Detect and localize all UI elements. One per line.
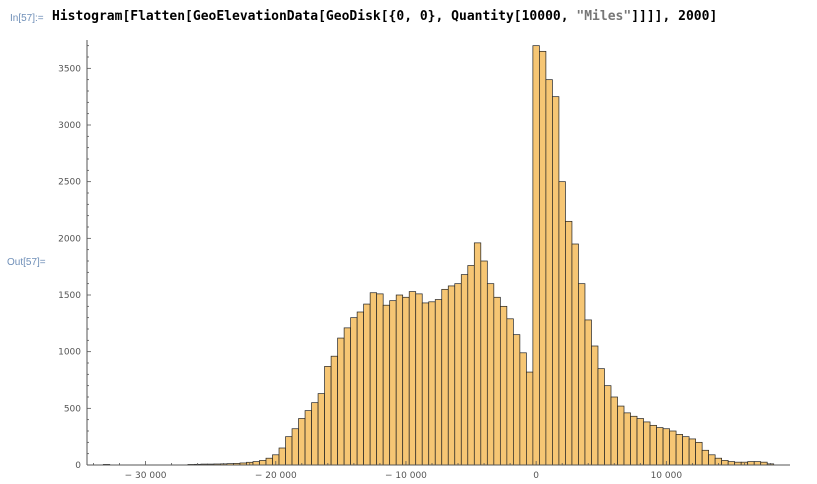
input-cell-code[interactable]: Histogram[Flatten[GeoElevationData[GeoDi… <box>52 9 717 24</box>
histogram-bar <box>513 334 521 466</box>
histogram-bar <box>649 424 657 466</box>
histogram-bar <box>447 285 456 466</box>
histogram-bar <box>311 402 319 466</box>
histogram-bar <box>721 460 729 466</box>
histogram-bar <box>519 352 527 466</box>
histogram-bar <box>558 181 566 466</box>
histogram-bar <box>643 421 651 466</box>
histogram-bar <box>304 410 312 466</box>
histogram-bar <box>753 461 762 466</box>
histogram-bar <box>499 305 508 466</box>
histogram-bar <box>584 319 592 466</box>
histogram-bar <box>402 296 410 466</box>
histogram-bar <box>285 436 293 466</box>
y-tick-label: 3000 <box>58 121 81 131</box>
histogram-bars <box>102 45 775 466</box>
histogram-bar <box>526 371 534 466</box>
histogram-bar <box>473 242 482 466</box>
histogram-bar <box>252 461 260 466</box>
histogram-bar <box>727 461 736 466</box>
histogram-bar <box>350 317 358 466</box>
y-tick-label: 1500 <box>58 291 81 301</box>
histogram-bar <box>695 441 703 466</box>
histogram-bar <box>669 430 677 466</box>
input-code-text-end: ]]]], 2000] <box>631 9 718 24</box>
input-cell-label: In[57]:= <box>10 13 44 24</box>
histogram-bar <box>552 96 560 466</box>
histogram-bar <box>356 311 364 466</box>
histogram-bar <box>656 427 664 466</box>
histogram-bar <box>597 368 605 466</box>
y-tick-label: 2500 <box>58 178 81 188</box>
histogram-bar <box>708 454 716 466</box>
histogram-bar <box>408 291 417 466</box>
histogram-bar <box>337 337 345 466</box>
histogram-bar <box>434 299 443 466</box>
y-tick-label: 2000 <box>58 234 81 244</box>
histogram-bar <box>578 283 586 466</box>
histogram-bar <box>747 461 755 466</box>
x-tick-label: 0 <box>533 471 539 481</box>
histogram-bar <box>382 304 391 466</box>
x-tick-label: − 10 000 <box>385 471 427 481</box>
histogram-bar <box>630 415 638 466</box>
histogram-bar <box>428 301 436 466</box>
x-tick-label: 10 000 <box>651 471 683 481</box>
histogram-bar <box>259 460 267 466</box>
histogram-bar <box>636 418 644 466</box>
histogram-bar <box>617 405 625 466</box>
histogram-bar <box>545 79 553 466</box>
input-code-text: Histogram[Flatten[GeoElevationData[GeoDi… <box>52 9 577 24</box>
histogram-bar <box>682 436 690 466</box>
histogram-bar <box>317 393 325 466</box>
histogram-bar <box>291 428 299 466</box>
histogram-bar <box>565 220 573 466</box>
histogram-bar <box>363 303 371 466</box>
histogram-bar <box>623 412 631 466</box>
histogram-bar <box>506 318 514 466</box>
histogram-bar <box>493 296 501 466</box>
histogram-bar <box>662 428 670 466</box>
histogram-bar <box>265 457 273 466</box>
histogram-bar <box>389 300 397 466</box>
histogram-bar <box>467 265 475 466</box>
y-tick-label: 0 <box>75 461 81 471</box>
y-tick-label: 3500 <box>58 64 81 74</box>
histogram-bar <box>688 438 696 466</box>
histogram-bar <box>441 288 449 466</box>
histogram-bar <box>486 283 495 466</box>
histogram-bar <box>604 385 612 466</box>
histogram-bar <box>421 302 430 466</box>
histogram-bar <box>532 45 540 466</box>
histogram-bar <box>298 418 306 466</box>
histogram-bar <box>675 434 683 466</box>
y-tick-label: 500 <box>64 404 81 414</box>
x-tick-label: − 20 000 <box>255 471 297 481</box>
histogram-bar <box>460 274 469 466</box>
histogram-bar <box>539 50 547 466</box>
histogram-bar <box>278 447 286 466</box>
histogram-bar <box>330 355 338 466</box>
histogram-bar <box>610 396 618 466</box>
x-tick-label: − 30 000 <box>125 471 167 481</box>
histogram-bar <box>369 292 378 466</box>
histogram-bar <box>454 283 462 466</box>
histogram-bar <box>415 293 423 466</box>
histogram-bar <box>324 366 332 466</box>
histogram-bar <box>571 243 579 466</box>
input-code-string-literal: "Miles" <box>576 9 632 24</box>
histogram-bar <box>395 294 404 466</box>
histogram-axes: 0 500 1000 1500 2000 2500 3000 3500 − 30 000 − 20… <box>58 40 790 481</box>
histogram-bar <box>701 449 709 466</box>
histogram-bar <box>376 293 384 466</box>
histogram-bar <box>343 327 351 466</box>
output-cell-label: Out[57]= <box>7 257 46 268</box>
y-tick-label: 1000 <box>58 348 81 358</box>
histogram-bar <box>591 345 599 466</box>
histogram-bar <box>480 260 488 466</box>
